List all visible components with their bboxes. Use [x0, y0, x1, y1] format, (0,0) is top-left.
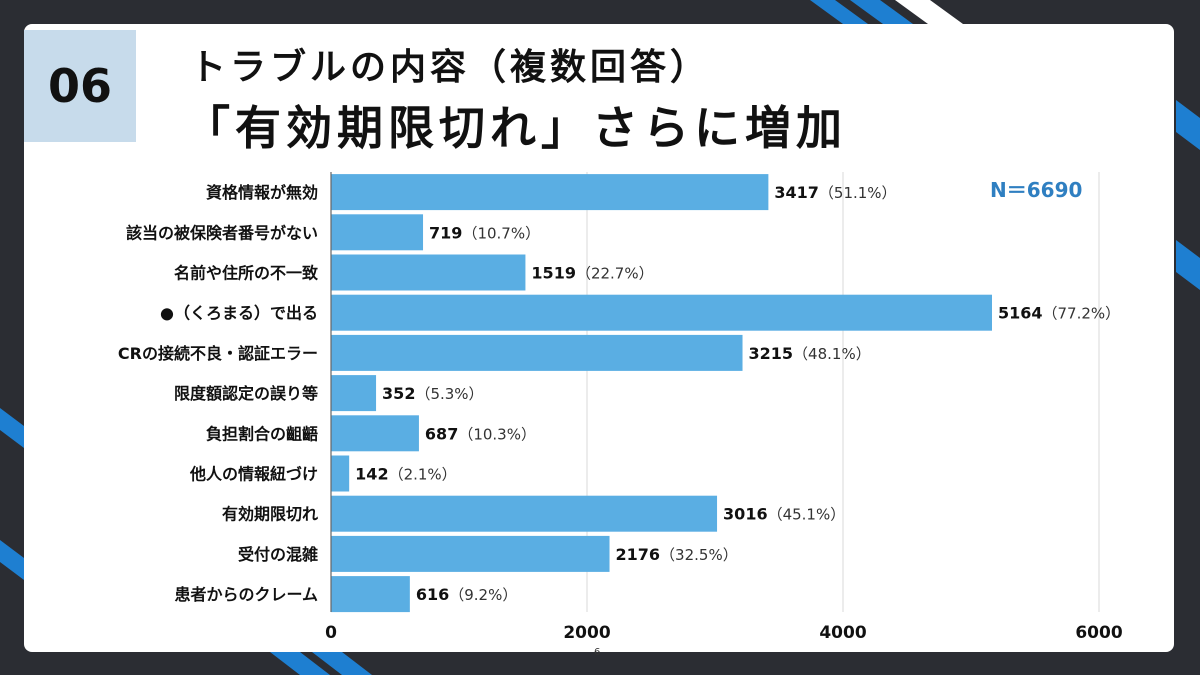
- category-label: CRの接続不良・認証エラー: [118, 344, 318, 363]
- data-label: 5164（77.2%）: [998, 304, 1120, 323]
- bar: [331, 576, 410, 613]
- category-label: 有効期限切れ: [222, 505, 318, 524]
- slide-number-badge: 06: [24, 30, 136, 142]
- data-label: 616（9.2%）: [416, 585, 518, 604]
- bar: [331, 455, 350, 492]
- x-tick-label: 0: [325, 623, 337, 643]
- category-label: 他人の情報紐づけ: [189, 465, 318, 484]
- data-label: 3215（48.1%）: [749, 344, 871, 363]
- bar: [331, 535, 610, 572]
- category-label: 名前や住所の不一致: [174, 264, 319, 283]
- bottom-stripe-2: [312, 652, 372, 675]
- title-line-1: トラブルの内容（複数回答）: [190, 47, 711, 88]
- bar: [331, 375, 377, 412]
- right-stripe-2: [1176, 240, 1200, 290]
- data-label: 3417（51.1%）: [774, 183, 896, 202]
- x-tick-label: 2000: [563, 623, 610, 643]
- category-label: 負担割合の齟齬: [206, 424, 318, 443]
- title-line-2: 「有効期限切れ」さらに増加: [184, 101, 847, 155]
- data-label: 687（10.3%）: [425, 424, 536, 443]
- page-number: 6: [594, 647, 601, 658]
- bar: [331, 214, 424, 251]
- data-label: 719（10.7%）: [429, 223, 540, 242]
- bar: [331, 334, 743, 371]
- right-stripe-1: [1176, 100, 1200, 150]
- bottom-stripe-1: [270, 652, 330, 675]
- sample-size-annotation: N＝6690: [990, 178, 1083, 202]
- left-stripe-1: [0, 408, 24, 448]
- data-label: 1519（22.7%）: [531, 264, 653, 283]
- top-stripe-2: [850, 0, 913, 24]
- bar: [331, 495, 718, 532]
- bar: [331, 294, 992, 331]
- bar: [331, 174, 769, 211]
- data-label: 3016（45.1%）: [723, 505, 845, 524]
- x-tick-label: 6000: [1075, 623, 1122, 643]
- x-tick-label: 4000: [819, 623, 866, 643]
- category-label: 患者からのクレーム: [174, 585, 318, 604]
- category-label: 該当の被保険者番号がない: [126, 223, 318, 242]
- category-label: ●（くろまる）で出る: [160, 304, 318, 323]
- category-label: 資格情報が無効: [206, 183, 318, 202]
- bar: [331, 254, 526, 291]
- data-label: 142（2.1%）: [355, 465, 457, 484]
- category-label: 限度額認定の誤り等: [174, 384, 318, 403]
- category-label: 受付の混雑: [238, 545, 318, 564]
- bar: [331, 415, 419, 452]
- top-stripe-1: [810, 0, 868, 24]
- data-label: 2176（32.5%）: [616, 545, 738, 564]
- left-stripe-2: [0, 540, 24, 580]
- top-stripe-3: [895, 0, 963, 24]
- data-label: 352（5.3%）: [382, 384, 484, 403]
